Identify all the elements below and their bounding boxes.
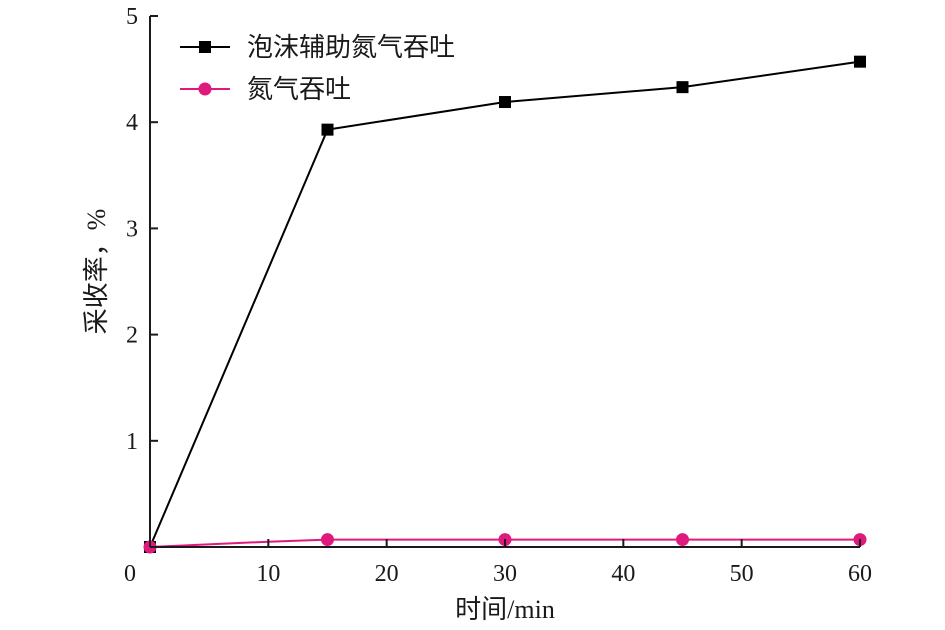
x-tick-label: 0 (124, 561, 136, 587)
x-axis-title: 时间/min (455, 595, 555, 624)
legend-marker-square (199, 41, 211, 53)
data-point-square (321, 123, 334, 136)
data-point-square (676, 81, 689, 94)
axes: 0 10 20 30 40 50 60 1 2 3 4 5 (124, 4, 872, 587)
legend-label: 氮气吞吐 (247, 75, 351, 104)
y-tick-label: 1 (126, 429, 138, 455)
x-tick-label: 20 (375, 561, 399, 587)
y-tick-label: 5 (126, 4, 138, 30)
data-point-square (854, 55, 866, 68)
data-point-circle (676, 533, 689, 547)
y-tick-label: 3 (126, 216, 138, 242)
x-tick-label: 60 (848, 561, 872, 587)
data-point-square (499, 96, 511, 109)
x-tick-label: 30 (493, 561, 517, 587)
y-tick-label: 2 (126, 323, 138, 349)
y-tick-label: 4 (126, 110, 138, 136)
legend-marker-circle (198, 82, 212, 96)
series-line-1 (149, 538, 860, 548)
plot-area (143, 55, 867, 554)
data-point-circle (321, 533, 334, 547)
y-axis-title: 采收率，% (82, 209, 111, 335)
x-tick-label: 50 (730, 561, 754, 587)
series-line-0 (149, 60, 861, 548)
legend-label: 泡沫辅助氮气吞吐 (247, 33, 455, 62)
x-tick-label: 40 (611, 561, 635, 587)
x-tick-label: 10 (256, 561, 280, 587)
